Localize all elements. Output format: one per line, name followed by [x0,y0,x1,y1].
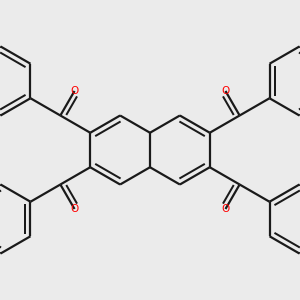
Text: O: O [221,86,230,96]
Text: O: O [70,86,79,96]
Text: O: O [221,204,230,214]
Text: O: O [70,204,79,214]
